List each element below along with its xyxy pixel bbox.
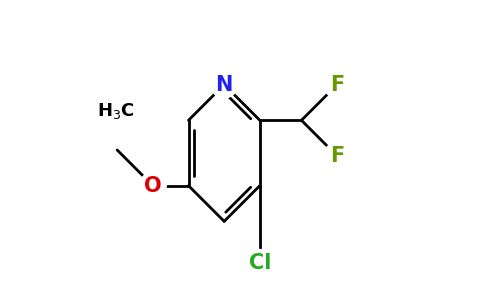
Ellipse shape xyxy=(324,71,350,98)
Text: Cl: Cl xyxy=(249,253,271,273)
Ellipse shape xyxy=(92,102,139,120)
Text: N: N xyxy=(215,75,233,94)
Ellipse shape xyxy=(324,142,350,169)
Text: F: F xyxy=(330,146,344,166)
Text: O: O xyxy=(144,176,162,196)
Ellipse shape xyxy=(139,172,166,199)
Ellipse shape xyxy=(246,250,273,276)
Ellipse shape xyxy=(211,71,238,98)
Text: F: F xyxy=(330,75,344,94)
Text: H$_3$C: H$_3$C xyxy=(97,101,135,122)
